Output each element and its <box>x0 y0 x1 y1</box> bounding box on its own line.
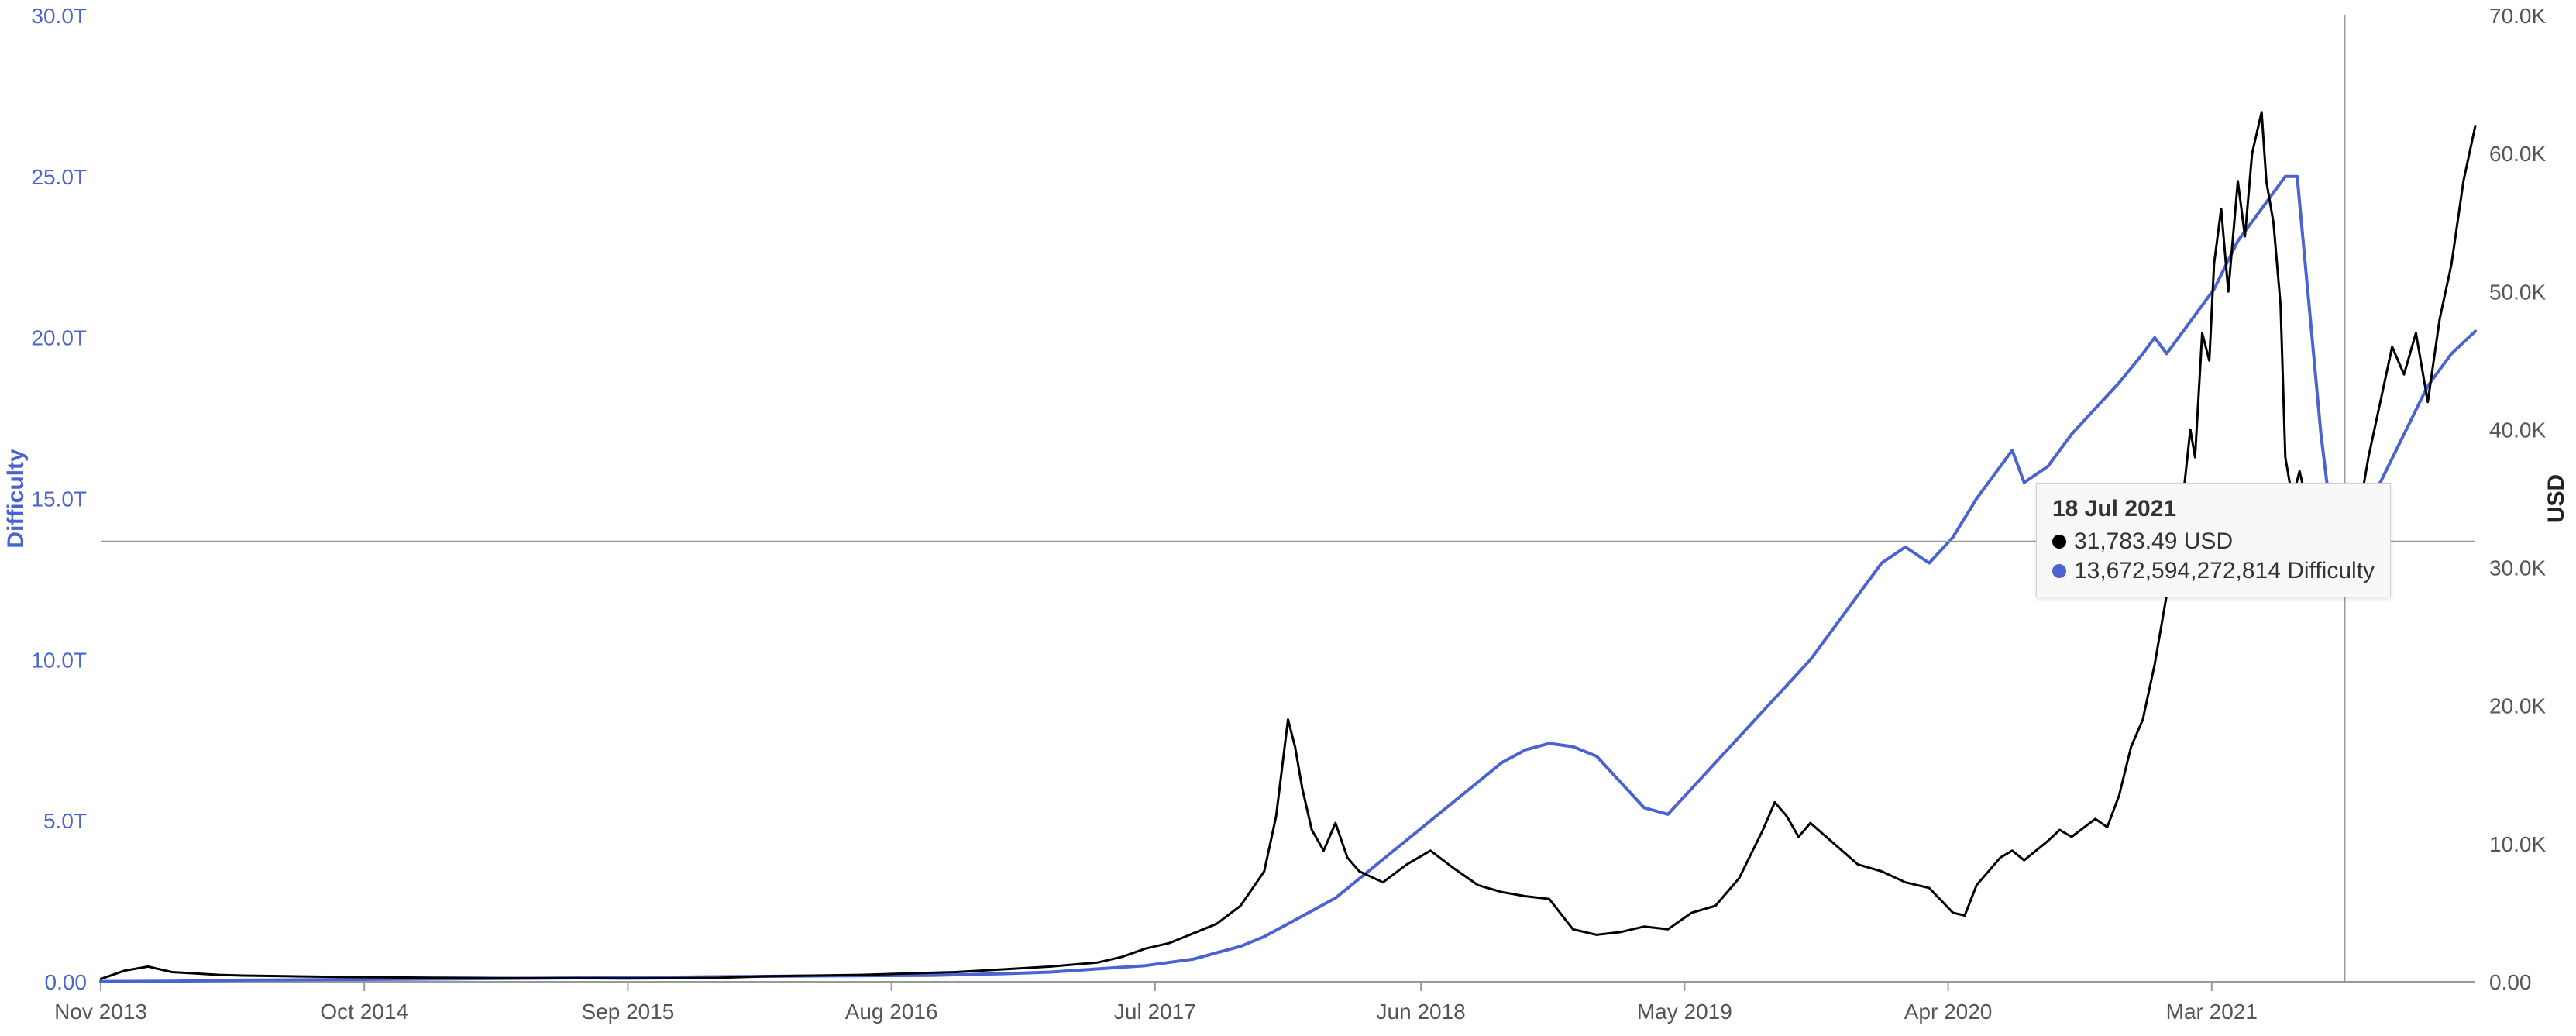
y-left-tick-label: 0.00 <box>45 970 88 994</box>
x-tick-label: May 2019 <box>1637 1000 1732 1024</box>
tooltip-date: 18 Jul 2021 <box>2052 496 2375 522</box>
x-tick-label: Jul 2017 <box>1114 1000 1196 1024</box>
tooltip: 18 Jul 2021 31,783.49 USD 13,672,594,272… <box>2036 483 2391 597</box>
x-tick-label: Nov 2013 <box>54 1000 147 1024</box>
x-tick-label: Sep 2015 <box>581 1000 674 1024</box>
y-left-tick-label: 25.0T <box>31 165 87 189</box>
y-right-tick-label: 40.0K <box>2489 418 2546 442</box>
y-right-tick-label: 70.0K <box>2489 4 2546 28</box>
y-left-tick-label: 10.0T <box>31 648 87 672</box>
y-right-tick-label: 10.0K <box>2489 832 2546 856</box>
y-left-tick-label: 15.0T <box>31 487 87 511</box>
x-tick-label: Mar 2021 <box>2166 1000 2258 1024</box>
y-right-tick-label: 0.00 <box>2489 970 2532 994</box>
x-tick-label: Aug 2016 <box>845 1000 938 1024</box>
y-right-axis-title: USD <box>2543 474 2569 523</box>
y-left-axis-title: Difficulty <box>3 449 29 549</box>
tooltip-dot-usd <box>2052 535 2066 549</box>
tooltip-value-usd: 31,783.49 USD <box>2074 528 2233 555</box>
chart-container: Nov 2013 Oct 2014 Sep 2015 Aug 2016 Jul 2017… <box>0 0 2576 1036</box>
x-tick-label: Jun 2018 <box>1377 1000 1466 1024</box>
tooltip-row-usd: 31,783.49 USD <box>2052 528 2375 555</box>
tooltip-value-difficulty: 13,672,594,272,814 Difficulty <box>2074 558 2375 584</box>
x-tick-label: Apr 2020 <box>1904 1000 1993 1024</box>
y-right-tick-label: 50.0K <box>2489 280 2546 304</box>
y-right-tick-label: 60.0K <box>2489 142 2546 166</box>
y-left-tick-label: 20.0T <box>31 326 87 350</box>
y-right-tick-label: 20.0K <box>2489 694 2546 718</box>
y-left-tick-label: 5.0T <box>43 809 87 833</box>
tooltip-row-difficulty: 13,672,594,272,814 Difficulty <box>2052 558 2375 584</box>
tooltip-dot-difficulty <box>2052 564 2066 578</box>
x-tick-label: Oct 2014 <box>320 1000 408 1024</box>
y-right-tick-label: 30.0K <box>2489 556 2546 580</box>
y-left-tick-label: 30.0T <box>31 4 87 28</box>
